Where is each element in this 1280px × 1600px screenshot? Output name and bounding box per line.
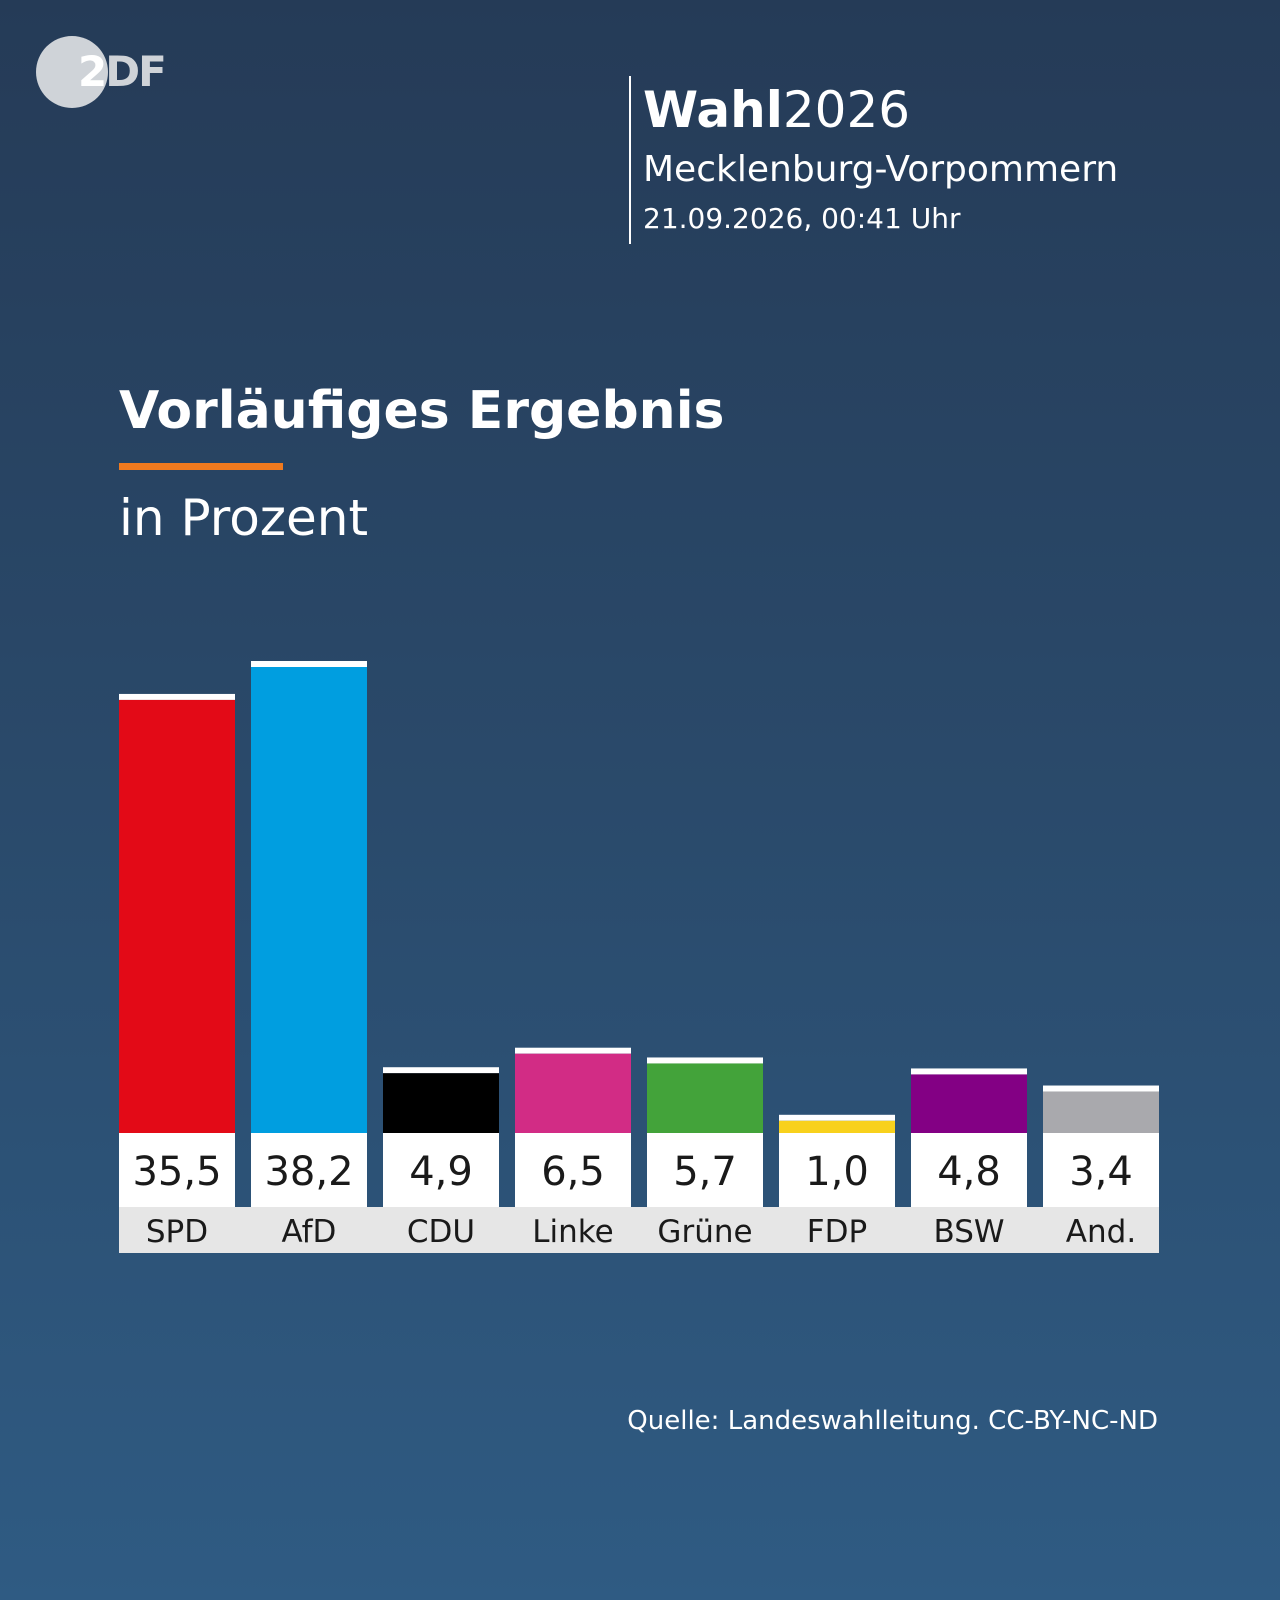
category-label-and: And. xyxy=(1066,1214,1136,1250)
category-box-fdp xyxy=(763,1207,895,1253)
election-title-bold: Wahl xyxy=(643,81,783,139)
bar-cap-linke xyxy=(515,1047,631,1054)
value-label-spd: 35,5 xyxy=(132,1149,221,1195)
category-label-bsw: BSW xyxy=(933,1214,1004,1250)
value-label-cdu: 4,9 xyxy=(409,1149,473,1195)
bar-afd xyxy=(251,667,367,1133)
value-box-bsw xyxy=(911,1133,1027,1207)
category-label-cdu: CDU xyxy=(407,1214,475,1250)
bar-cap-afd xyxy=(251,661,367,667)
category-label-spd: SPD xyxy=(146,1214,208,1250)
category-box-bsw xyxy=(895,1207,1027,1253)
category-box-afd xyxy=(235,1207,367,1253)
bar-cap-grne xyxy=(647,1057,763,1064)
bar-cap-fdp xyxy=(779,1114,895,1121)
value-box-linke xyxy=(515,1133,631,1207)
category-box-linke xyxy=(499,1207,631,1253)
category-label-grne: Grüne xyxy=(657,1214,752,1250)
source-note: Quelle: Landeswahlleitung. CC-BY-NC-ND xyxy=(627,1406,1158,1436)
value-box-grne xyxy=(647,1133,763,1207)
election-title: Wahl2026 xyxy=(643,80,1189,140)
bar-cdu xyxy=(383,1073,499,1133)
value-label-afd: 38,2 xyxy=(264,1149,353,1195)
bar-spd xyxy=(119,699,235,1133)
chart-unit-label: in Prozent xyxy=(119,489,369,547)
category-box-and xyxy=(1027,1207,1159,1253)
bar-bsw xyxy=(911,1074,1027,1133)
category-box-grne xyxy=(631,1207,763,1253)
value-box-spd xyxy=(119,1133,235,1207)
election-title-year: 2026 xyxy=(782,81,911,139)
bar-cap-cdu xyxy=(383,1067,499,1074)
election-region: Mecklenburg-Vorpommern xyxy=(643,149,1119,190)
bar-cap-spd xyxy=(119,693,235,700)
value-label-bsw: 4,8 xyxy=(937,1149,1001,1195)
value-box-and xyxy=(1043,1133,1159,1207)
value-box-cdu xyxy=(383,1133,499,1207)
bar-grne xyxy=(647,1063,763,1133)
bar-cap-bsw xyxy=(911,1068,1027,1075)
value-label-fdp: 1,0 xyxy=(805,1149,869,1195)
value-label-linke: 6,5 xyxy=(541,1149,605,1195)
bar-cap-and xyxy=(1043,1085,1159,1092)
value-label-grne: 5,7 xyxy=(673,1149,737,1195)
zdf-logo: 2DF xyxy=(36,36,186,112)
category-label-linke: Linke xyxy=(532,1214,613,1250)
title-underline xyxy=(119,463,283,470)
value-label-and: 3,4 xyxy=(1069,1149,1133,1195)
bar-and xyxy=(1043,1091,1159,1133)
zdf-logo-circle xyxy=(36,36,108,108)
election-datetime: 21.09.2026, 00:41 Uhr xyxy=(643,202,961,235)
bar-fdp xyxy=(779,1120,895,1133)
category-label-fdp: FDP xyxy=(807,1214,867,1250)
value-box-afd xyxy=(251,1133,367,1207)
category-box-cdu xyxy=(367,1207,499,1253)
category-label-afd: AfD xyxy=(282,1214,337,1250)
category-box-spd xyxy=(119,1207,235,1253)
election-header: Wahl2026 Mecklenburg-Vorpommern 21.09.20… xyxy=(629,76,1189,244)
zdf-logo-text: 2DF xyxy=(78,47,167,96)
value-box-fdp xyxy=(779,1133,895,1207)
bar-linke xyxy=(515,1053,631,1133)
chart-title: Vorläufiges Ergebnis xyxy=(119,381,725,441)
